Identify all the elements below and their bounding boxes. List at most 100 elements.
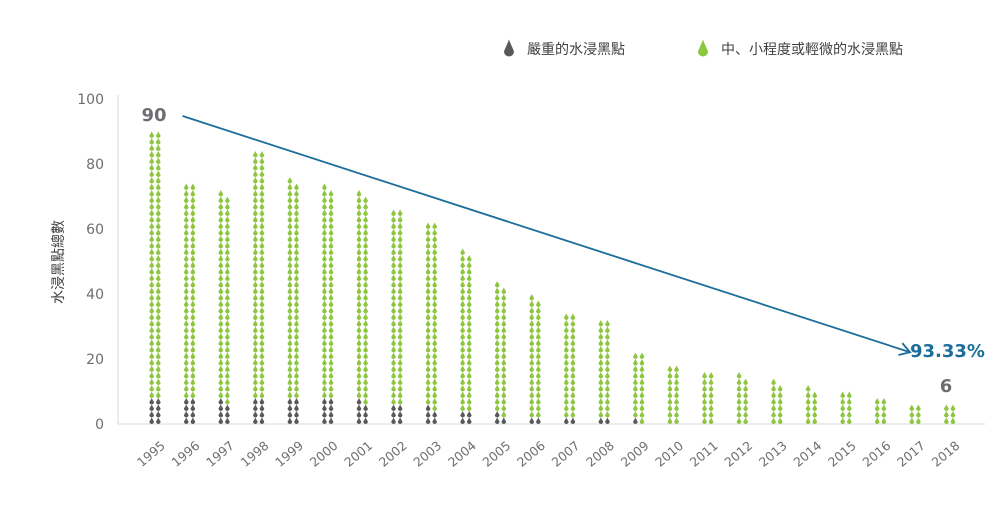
bar-drop-minor [397, 216, 403, 223]
bar-drop-minor [294, 196, 299, 203]
bar-drop-minor [639, 372, 645, 379]
bar-drop-minor [253, 183, 258, 190]
bar-drop-minor [259, 261, 265, 268]
bar-drop-minor [253, 378, 258, 385]
bar-drop-minor [466, 404, 472, 411]
bar-drop-minor [190, 359, 196, 366]
bar-drop-minor [425, 339, 431, 346]
bar-drop-minor [156, 157, 161, 164]
bar-drop-minor [356, 287, 362, 294]
bar-drop-minor [916, 411, 921, 418]
bar-drop-minor [149, 190, 154, 197]
bar-drop-severe [183, 398, 189, 405]
bar-drop-minor [356, 274, 362, 281]
x-tick-label: 1998 [238, 438, 272, 470]
bar-drop-minor [425, 248, 431, 255]
bar-drop-minor [605, 352, 610, 359]
x-tick-label: 2015 [825, 438, 859, 470]
y-tick-label: 80 [86, 157, 104, 173]
bar-drop-minor [328, 352, 334, 359]
bar-drop-minor [259, 255, 265, 262]
bar-drop-minor [397, 385, 403, 392]
bar-drop-minor [253, 294, 258, 301]
bar-drop-minor [149, 385, 154, 392]
bar-drop-minor [771, 417, 776, 424]
bar-drop-minor [536, 372, 541, 379]
bar-drop-minor [225, 333, 230, 340]
bar-drop-minor [425, 378, 431, 385]
bar-drop-severe [460, 417, 465, 424]
bar-drop-minor [708, 391, 714, 398]
bar-drop-minor [294, 274, 299, 281]
bar-drop-minor [432, 235, 437, 242]
bar-drop-minor [494, 333, 500, 340]
bar-drop-minor [536, 352, 541, 359]
bar-drop-minor [356, 307, 362, 314]
bar-drop-minor [259, 333, 265, 340]
bar-drop-minor [363, 281, 368, 288]
bar-drop-minor [149, 268, 154, 275]
bar-drop-minor [322, 300, 327, 307]
bar-drop-minor [812, 398, 818, 405]
x-tick-label: 1999 [272, 438, 306, 470]
bar-drop-minor [944, 404, 949, 411]
bar-drop-minor [494, 365, 500, 372]
bar-drop-severe [156, 398, 161, 405]
bar-drop-minor [425, 255, 431, 262]
bar-drop-minor [156, 248, 161, 255]
bar-drop-minor [536, 359, 541, 366]
bar-drop-minor [287, 209, 293, 216]
bar-drop-severe [605, 417, 610, 424]
bar-drop-minor [225, 203, 230, 210]
bar-drop-minor [259, 216, 265, 223]
bar-drop-minor [149, 164, 154, 171]
bar-drop-minor [225, 365, 230, 372]
x-tick-label: 2018 [929, 438, 963, 470]
bar-drop-severe [633, 417, 638, 424]
bar-drop-minor [225, 359, 230, 366]
bar-drop-minor [328, 209, 334, 216]
bar-drop-minor [294, 339, 299, 346]
bar-drop-minor [391, 294, 396, 301]
bar-drop-minor [771, 404, 776, 411]
bar-drop-minor [529, 300, 535, 307]
bar-drop-minor [156, 242, 161, 249]
bar-drop-minor [363, 229, 368, 236]
bar-drop-minor [253, 313, 258, 320]
bar-drop-minor [149, 359, 154, 366]
bar-drop-minor [847, 417, 852, 424]
bar-drop-minor [190, 203, 196, 210]
bar-drop-minor [391, 398, 396, 405]
bar-drop-minor [425, 294, 431, 301]
bar-drop-minor [598, 365, 604, 372]
bar-drop-minor [328, 339, 334, 346]
bar-drop-minor [460, 268, 465, 275]
bar-drop-minor [501, 385, 507, 392]
bar-drop-minor [190, 333, 196, 340]
bar-drop-minor [287, 242, 293, 249]
bar-drop-severe [253, 417, 258, 424]
bar-drop-minor [598, 411, 604, 418]
bar-drop-minor [494, 385, 500, 392]
bar-drop-minor [494, 300, 500, 307]
bar-drop-minor [466, 313, 472, 320]
bar-drop-minor [570, 404, 576, 411]
bar-drop-minor [356, 359, 362, 366]
bar-drop-minor [322, 203, 327, 210]
bar-drop-severe [564, 417, 569, 424]
bar-drop-minor [328, 287, 334, 294]
bar-drop-minor [363, 216, 368, 223]
bar-drop-minor [639, 391, 645, 398]
bar-drop-minor [218, 352, 224, 359]
bar-drop-minor [149, 177, 154, 184]
bar-drop-minor [356, 333, 362, 340]
bar-drop-minor [356, 352, 362, 359]
bar-drop-minor [253, 372, 258, 379]
bar-drop-minor [432, 359, 437, 366]
bar-drop-minor [218, 365, 224, 372]
bar-drop-minor [397, 359, 403, 366]
bar-drop-minor [156, 235, 161, 242]
bar-drop-severe [363, 404, 368, 411]
bar-drop-minor [771, 398, 776, 405]
bar-drop-minor [494, 404, 500, 411]
